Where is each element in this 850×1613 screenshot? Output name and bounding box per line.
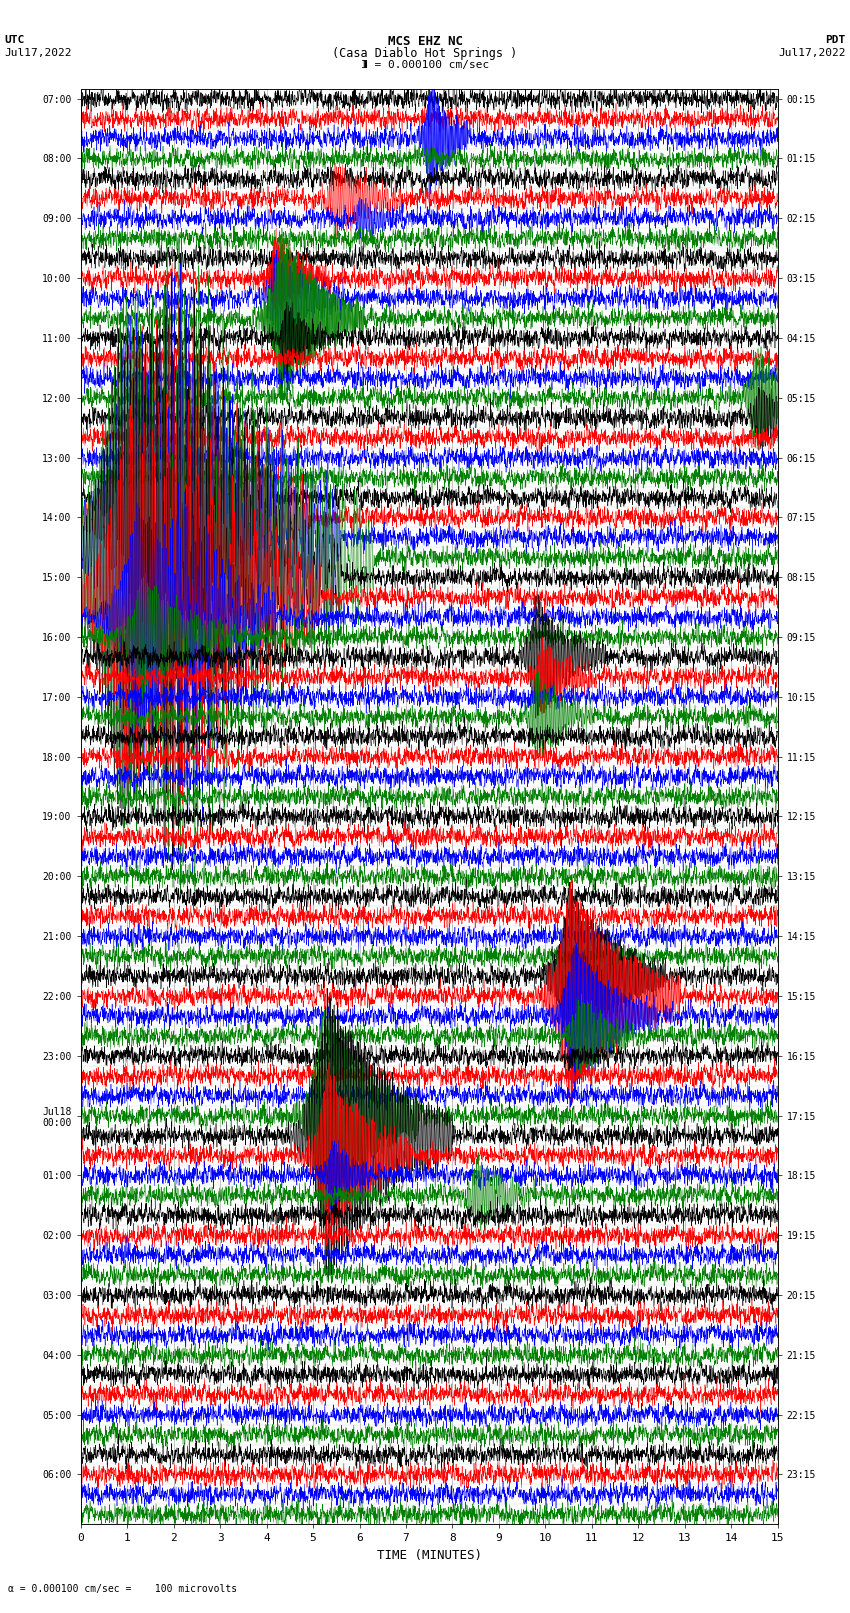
Text: Jul17,2022: Jul17,2022 xyxy=(4,48,71,58)
X-axis label: TIME (MINUTES): TIME (MINUTES) xyxy=(377,1548,482,1561)
Text: (Casa Diablo Hot Springs ): (Casa Diablo Hot Springs ) xyxy=(332,47,518,60)
Text: MCS EHZ NC: MCS EHZ NC xyxy=(388,35,462,48)
Text: I = 0.000100 cm/sec: I = 0.000100 cm/sec xyxy=(361,60,489,69)
Text: PDT: PDT xyxy=(825,35,846,45)
Text: UTC: UTC xyxy=(4,35,25,45)
Text: α = 0.000100 cm/sec =    100 microvolts: α = 0.000100 cm/sec = 100 microvolts xyxy=(8,1584,238,1594)
Text: Jul17,2022: Jul17,2022 xyxy=(779,48,846,58)
